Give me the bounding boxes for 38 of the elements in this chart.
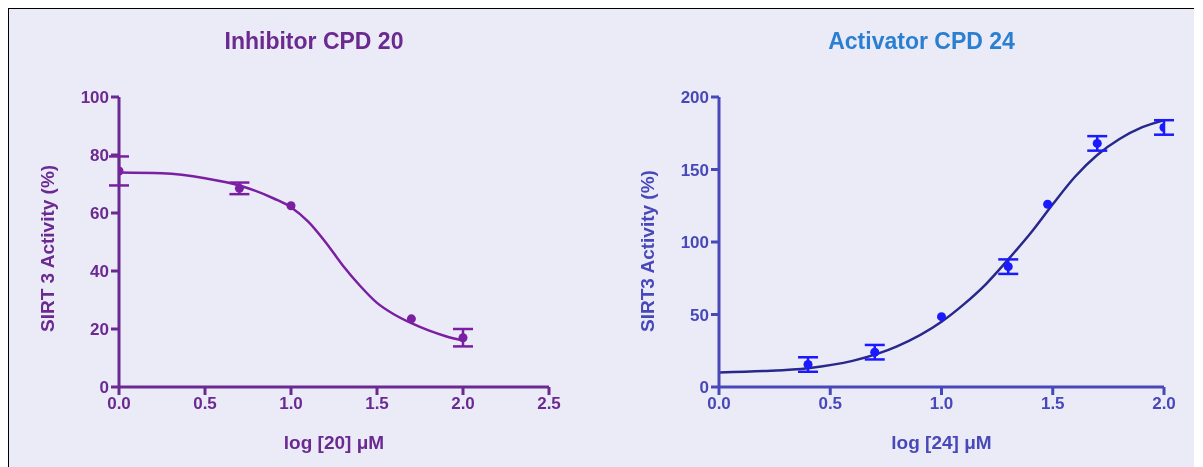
x-tick-label: 0.5	[818, 394, 843, 414]
point	[870, 347, 880, 357]
y-tick-label: 40	[90, 262, 109, 282]
x-tick-label: 2.0	[451, 394, 475, 414]
y-tick-label: 60	[90, 204, 109, 224]
chart-title: Activator CPD 24	[827, 27, 1016, 56]
x-tick-label: 1.5	[1040, 394, 1065, 414]
y-tick-label: 80	[90, 146, 109, 166]
y-axis-title: SIRT3 Activity (%)	[636, 170, 658, 332]
y-tick-label: 100	[80, 88, 109, 108]
line-series	[719, 118, 1164, 374]
y-axis-title: SIRT 3 Activity (%)	[36, 164, 58, 332]
point	[406, 314, 416, 324]
y-tick-label: 0	[99, 378, 109, 398]
point	[286, 201, 296, 211]
point	[1003, 262, 1013, 272]
x-tick-label: 1.0	[279, 394, 303, 414]
x-tick-label: 0.5	[193, 394, 217, 414]
y-tick-label: 200	[680, 88, 709, 108]
x-tick-label: 0.0	[107, 394, 131, 414]
x-tick-label: 0.0	[707, 394, 731, 414]
x-tick-label: 1.0	[929, 394, 954, 414]
y-tick-label: 150	[680, 160, 709, 180]
point	[1092, 138, 1102, 148]
x-tick-label: 1.5	[365, 394, 389, 414]
x-axis-title: log [20] μM	[283, 432, 385, 453]
x-tick-label: 2.5	[537, 394, 561, 414]
y-tick-label: 20	[90, 320, 109, 340]
y-tick-label: 0	[699, 378, 709, 398]
y-tick-label: 50	[690, 305, 709, 325]
x-tick-label: 2.0	[1152, 394, 1176, 414]
chart-title: Inhibitor CPD 20	[223, 27, 405, 56]
point	[936, 312, 947, 322]
y-tick-label: 100	[680, 233, 709, 253]
point	[1043, 199, 1053, 209]
x-axis-title: log [24] μM	[891, 432, 992, 453]
point	[234, 183, 244, 193]
point	[458, 333, 468, 343]
